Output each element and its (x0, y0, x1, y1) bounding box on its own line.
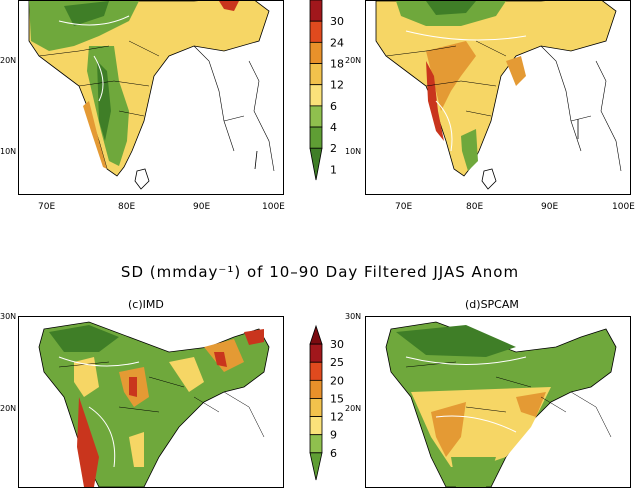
colorbar-label: 30 (330, 15, 344, 28)
colorbar-label: 24 (330, 36, 344, 49)
lon-label-90e-b: 90E (541, 202, 559, 212)
colorbar-label: 4 (330, 121, 337, 134)
colorbar-label: 12 (330, 79, 344, 92)
colorbar-swatch (309, 324, 323, 345)
map-frame-c (18, 316, 284, 488)
map-frame-a (18, 0, 284, 195)
colorbar-swatch (309, 379, 323, 399)
lat-label-20n-b: 20N (345, 56, 362, 65)
lon-label-90e-a: 90E (193, 202, 211, 212)
colorbar-swatch (309, 0, 323, 22)
colorbar-label: 1 (330, 163, 337, 176)
colorbar-label: 2 (330, 142, 337, 155)
colorbar-label: 18 (330, 58, 344, 71)
colorbar-swatch (309, 147, 323, 181)
colorbar-bottom: 30 25 20 15 12 9 6 (309, 324, 344, 481)
map-frame-d (365, 316, 631, 488)
panel-d-title: (d)SPCAM (465, 298, 519, 311)
colorbar-label: 9 (330, 429, 337, 442)
colorbar-svg: 30 24 18 12 6 4 2 1 (309, 0, 344, 181)
lon-label-100e-b: 100E (612, 202, 635, 212)
colorbar-label: 20 (330, 374, 344, 387)
colorbar-swatch (309, 41, 323, 64)
colorbar-swatch (309, 63, 323, 86)
lat-label-10n-a: 10N (0, 147, 17, 156)
colorbar-label: 6 (330, 447, 337, 460)
colorbar-label: 6 (330, 100, 337, 113)
colorbar-swatch (309, 105, 323, 128)
india-map-a (28, 1, 275, 190)
lat-label-20n-d: 20N (345, 404, 362, 413)
lat-label-30n-c: 30N (0, 312, 17, 321)
colorbar-swatch (309, 434, 323, 454)
lon-label-80e-a: 80E (118, 202, 136, 212)
map-frame-b (365, 0, 631, 195)
lon-label-70e-a: 70E (38, 202, 56, 212)
colorbar-swatch (309, 452, 323, 481)
india-map-d (385, 321, 617, 487)
colorbar-label: 12 (330, 411, 344, 424)
colorbar-label: 30 (330, 338, 344, 351)
india-map-b (375, 1, 622, 190)
colorbar-swatch (309, 416, 323, 436)
lat-label-20n-a: 20N (0, 56, 17, 65)
india-map-c (38, 321, 270, 487)
section-title: SD (mmday⁻¹) of 10–90 Day Filtered JJAS … (120, 263, 520, 281)
colorbar-top: 30 24 18 12 6 4 2 1 (309, 0, 344, 181)
colorbar-swatch (309, 126, 323, 149)
colorbar-svg: 30 25 20 15 12 9 6 (309, 324, 344, 481)
colorbar-label: 15 (330, 392, 344, 405)
colorbar-swatch (309, 84, 323, 107)
lon-label-70e-b: 70E (395, 202, 413, 212)
lat-label-20n-c: 20N (0, 404, 17, 413)
colorbar-swatch (309, 343, 323, 363)
lon-label-100e-a: 100E (262, 202, 285, 212)
panel-c-title: (c)IMD (128, 298, 164, 311)
lon-label-80e-b: 80E (466, 202, 484, 212)
colorbar-swatch (309, 20, 323, 43)
colorbar-swatch (309, 398, 323, 417)
lat-label-10n-b: 10N (345, 147, 362, 156)
colorbar-label: 25 (330, 356, 344, 369)
colorbar-swatch (309, 361, 323, 381)
lat-label-30n-d: 30N (345, 312, 362, 321)
